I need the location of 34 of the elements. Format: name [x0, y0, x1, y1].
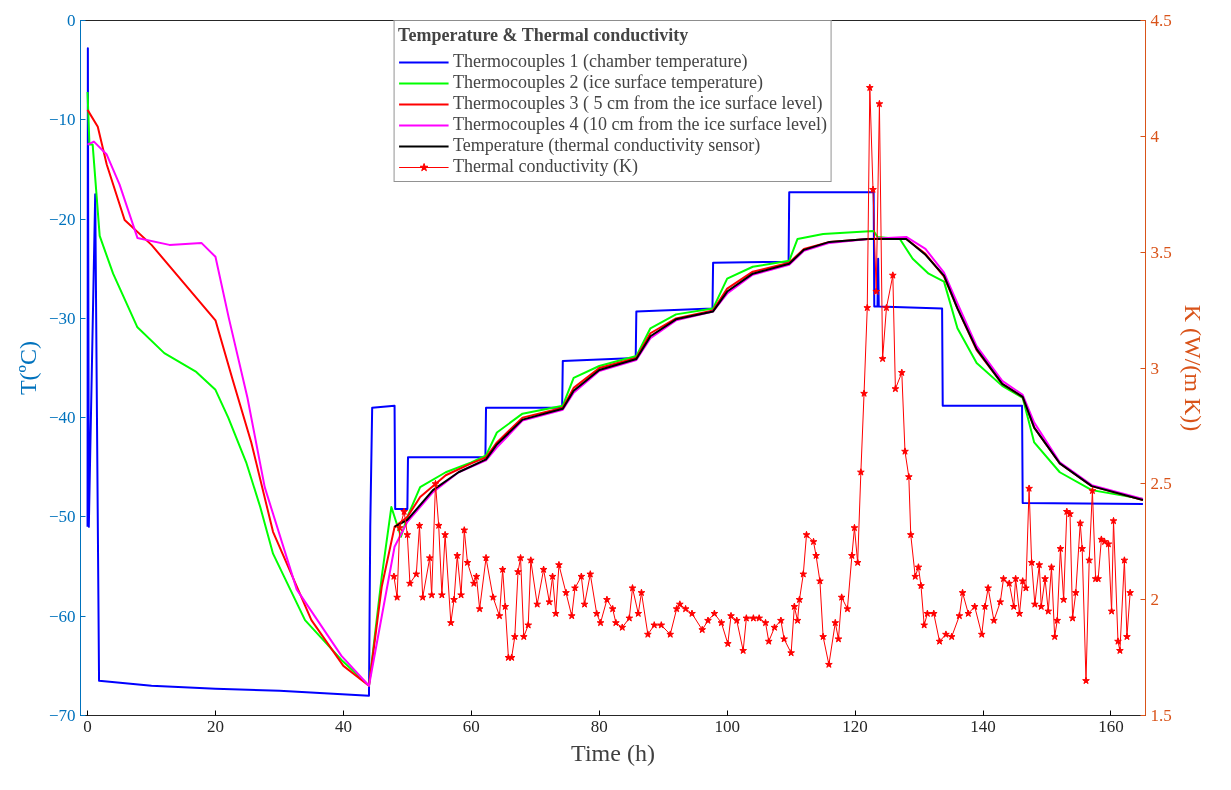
y2-tick-label: 2	[1150, 590, 1159, 610]
x-axis-title: Time (h)	[571, 739, 655, 766]
x-tick-label: 160	[1098, 716, 1124, 736]
y2-tick-label: 4.5	[1150, 11, 1172, 30]
legend-title: Temperature & Thermal conductivity	[398, 25, 690, 46]
y-tick-label: −30	[48, 308, 76, 328]
legend-label: Thermocouples 3 ( 5 cm from the ice surface level)	[453, 93, 823, 114]
y-tick-label: −70	[48, 706, 76, 725]
x-tick-label: 100	[714, 716, 740, 736]
y-tick-label: −20	[48, 209, 76, 229]
y2-tick-label: 4	[1150, 126, 1160, 146]
y2-axis-title: K (W/(m K))	[1179, 304, 1206, 432]
legend-label: Thermocouples 2 (ice surface temperature)	[453, 72, 763, 93]
y2-tick-label: 2.5	[1150, 474, 1172, 494]
y-tick-label: −40	[48, 408, 76, 428]
legend-label: Temperature (thermal conductivity sensor)	[453, 135, 761, 156]
y2-tick-label: 3	[1150, 358, 1159, 378]
y-tick-label: −10	[48, 110, 76, 130]
legend-label: Thermocouples 1 (chamber temperature)	[453, 51, 748, 72]
legend-label: Thermocouples 4 (10 cm from the ice surface level)	[453, 114, 827, 135]
x-tick-label: 140	[970, 716, 996, 736]
legend-label: Thermal conductivity (K)	[453, 156, 639, 177]
y2-tick-label: 1.5	[1150, 706, 1172, 725]
y-tick-label: 0	[67, 11, 76, 30]
x-tick-label: 40	[334, 716, 352, 736]
x-tick-label: 0	[83, 716, 92, 736]
y-tick-label: −50	[48, 507, 76, 527]
x-tick-label: 120	[842, 716, 868, 736]
x-tick-label: 60	[462, 716, 480, 736]
x-tick-label: 80	[590, 716, 608, 736]
x-tick-label: 20	[206, 716, 224, 736]
y-axis-title: T(ºC)	[14, 340, 41, 396]
y2-tick-label: 3.5	[1150, 242, 1172, 262]
y-tick-label: −60	[48, 606, 76, 626]
